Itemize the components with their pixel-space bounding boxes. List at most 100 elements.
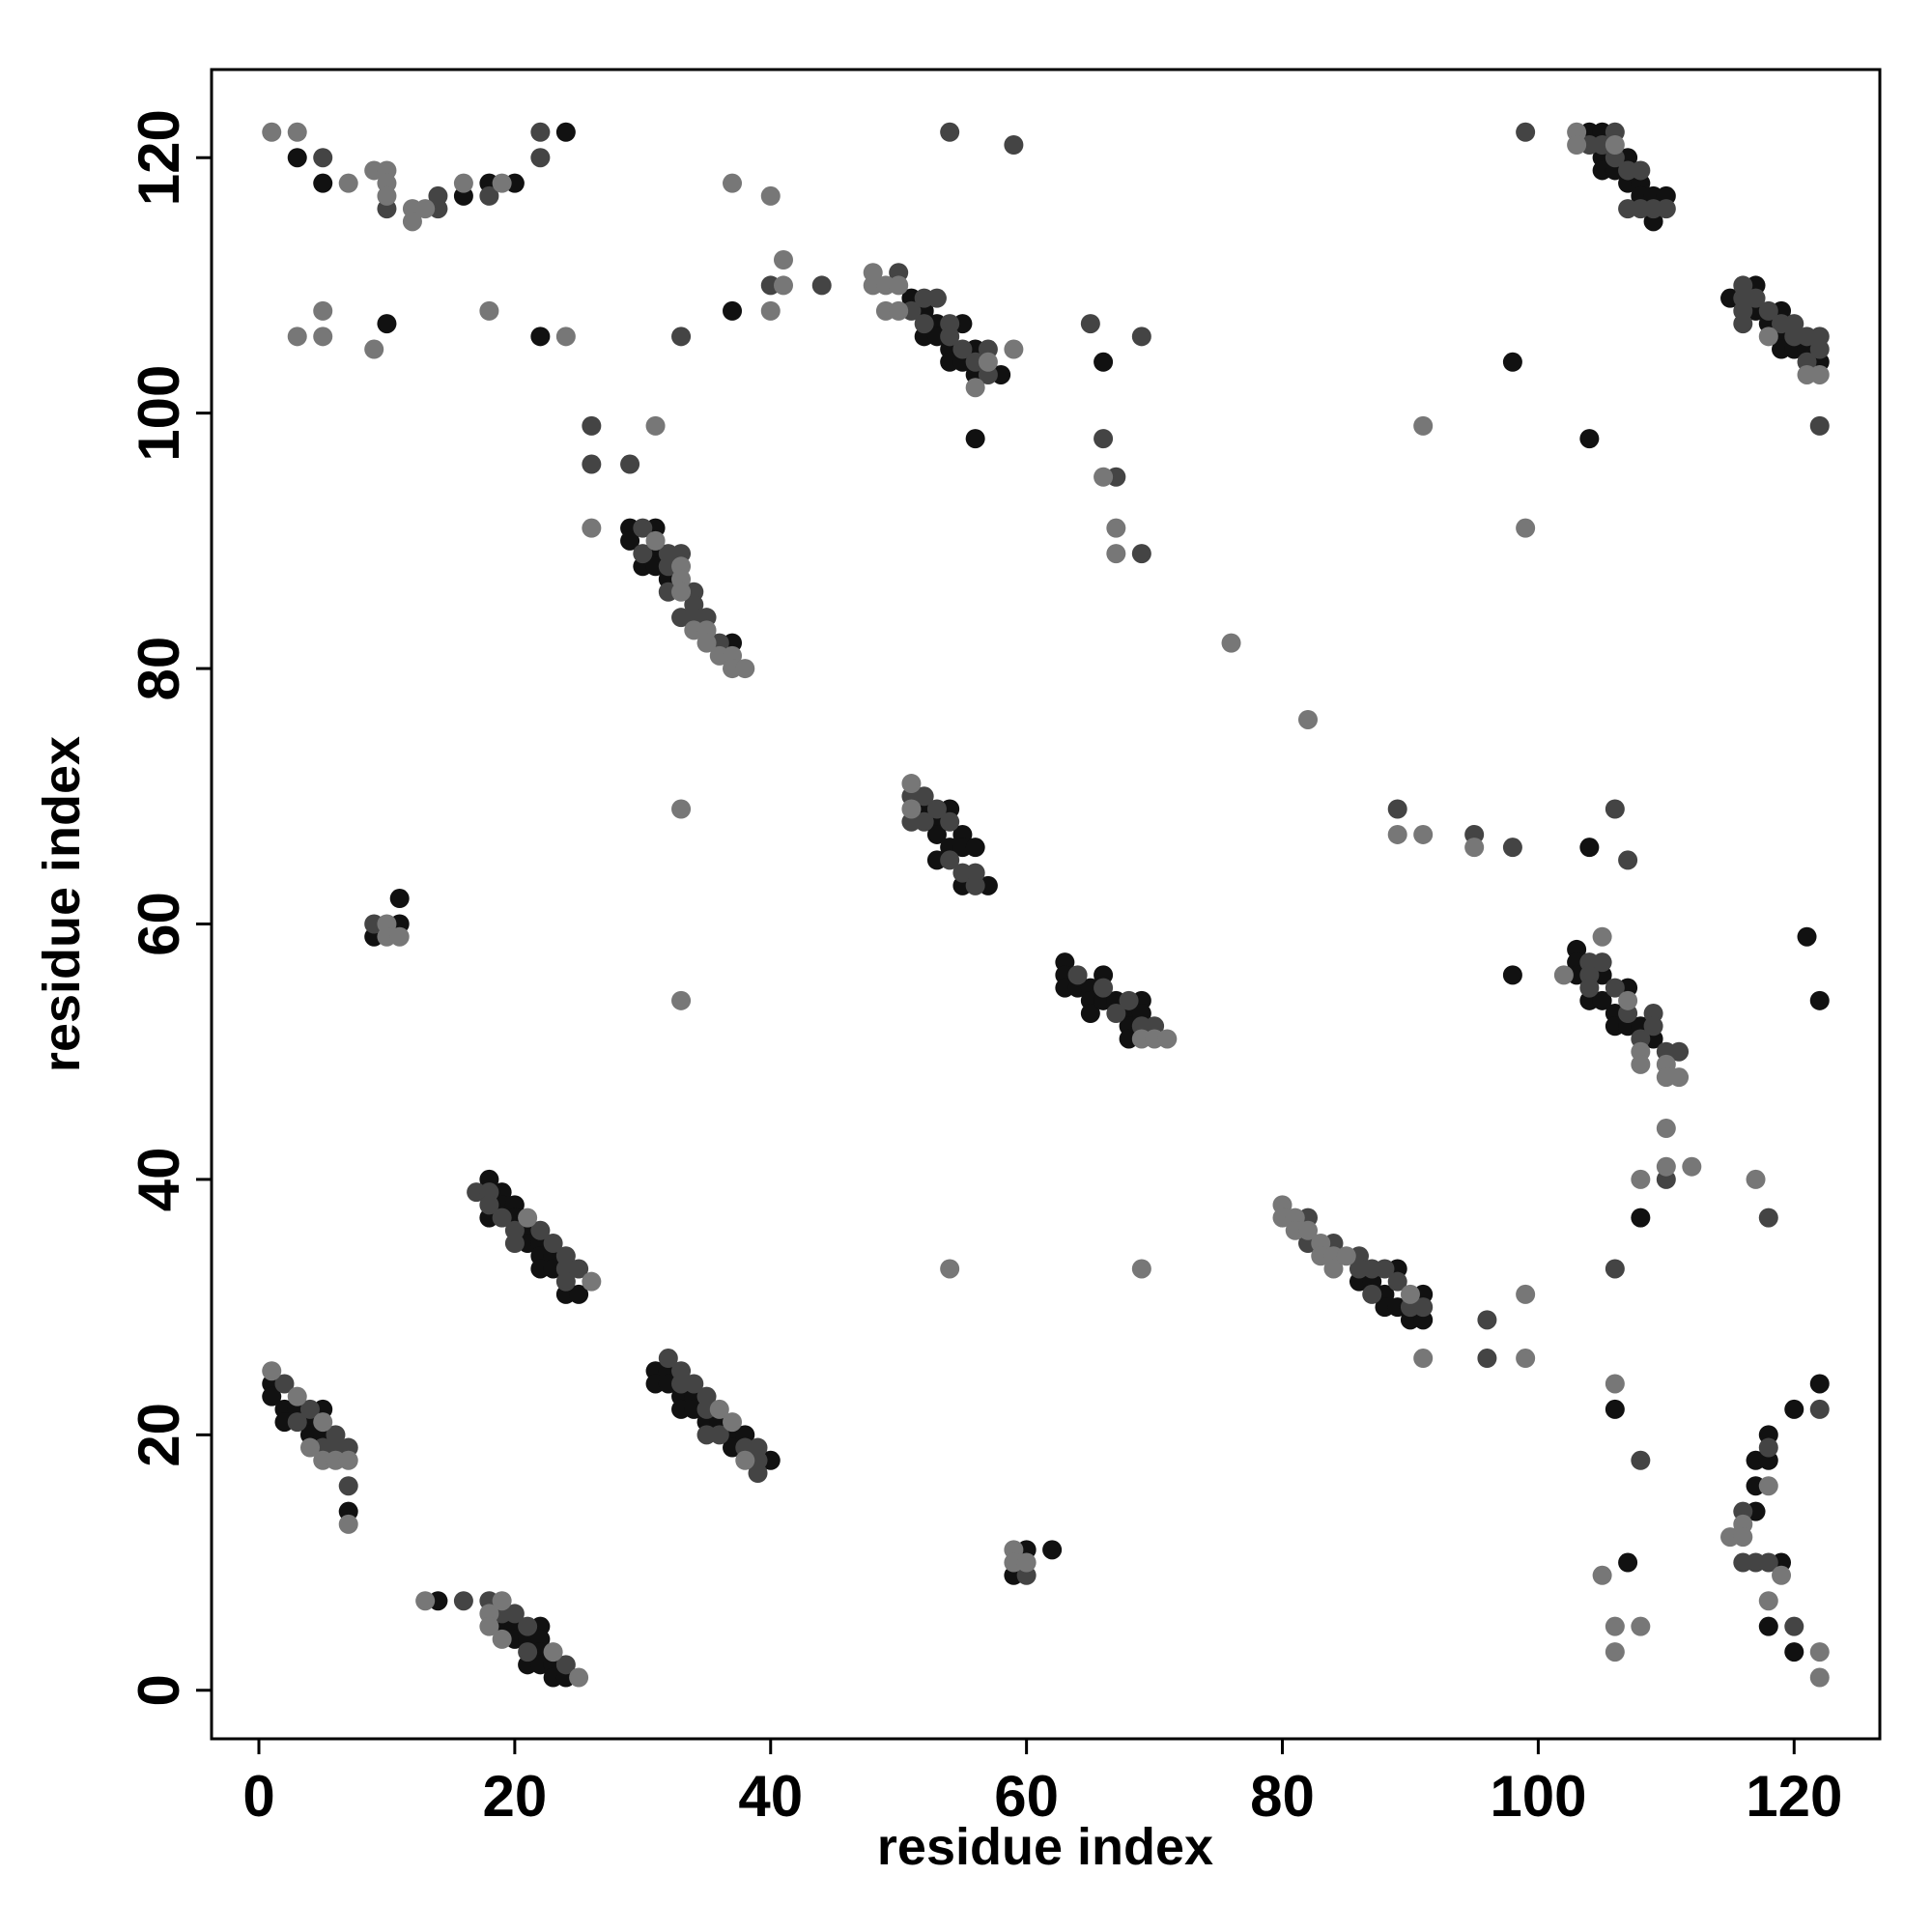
point — [1464, 838, 1485, 858]
point — [723, 300, 743, 321]
point — [1758, 1208, 1778, 1228]
point — [709, 1425, 729, 1445]
point — [479, 185, 499, 206]
y-tick-label: 80 — [127, 637, 191, 701]
point — [1631, 160, 1651, 181]
point — [940, 811, 960, 832]
point — [530, 1220, 551, 1240]
point — [1375, 1259, 1395, 1279]
point — [1809, 364, 1830, 384]
point — [262, 1386, 282, 1406]
point — [1758, 1437, 1778, 1458]
point — [492, 1591, 512, 1611]
point — [889, 275, 909, 296]
point — [1809, 1399, 1830, 1419]
point — [555, 122, 576, 142]
point — [338, 1514, 358, 1534]
point — [504, 1234, 525, 1254]
point — [1567, 135, 1587, 156]
point — [1605, 1642, 1625, 1662]
point — [313, 148, 333, 168]
point — [569, 1284, 589, 1304]
point — [1362, 1284, 1382, 1304]
point — [1682, 1156, 1702, 1177]
point — [1516, 1349, 1536, 1369]
point — [582, 518, 602, 538]
point — [530, 148, 551, 168]
point — [1579, 978, 1600, 998]
point — [760, 300, 781, 321]
point — [1784, 1616, 1804, 1636]
point — [1502, 965, 1522, 985]
point — [1106, 1004, 1126, 1024]
point — [1016, 1552, 1037, 1573]
point — [1094, 467, 1114, 487]
point — [1387, 799, 1407, 819]
x-tick-label: 60 — [994, 1764, 1059, 1829]
point — [760, 185, 781, 206]
point — [1809, 339, 1830, 359]
point — [1669, 1067, 1690, 1088]
point — [1784, 1642, 1804, 1662]
plot-frame — [210, 68, 1882, 1741]
point — [1387, 824, 1407, 844]
point — [1004, 339, 1024, 359]
point — [633, 518, 653, 538]
point — [582, 454, 602, 474]
point — [415, 1591, 436, 1611]
point — [389, 926, 410, 947]
point — [1605, 1259, 1625, 1279]
point — [952, 339, 973, 359]
point — [735, 659, 755, 679]
point — [926, 824, 947, 844]
point — [940, 1259, 960, 1279]
point — [1131, 544, 1151, 564]
point — [965, 838, 985, 858]
point — [299, 1437, 320, 1458]
point — [1809, 990, 1830, 1010]
point — [543, 1234, 563, 1254]
point — [1592, 926, 1612, 947]
x-tick-label: 40 — [738, 1764, 803, 1829]
point — [914, 786, 934, 807]
point — [555, 327, 576, 347]
point — [1413, 1297, 1434, 1318]
x-tick-label: 80 — [1250, 1764, 1315, 1829]
point — [287, 1386, 307, 1406]
point — [658, 1349, 678, 1369]
point — [1809, 1374, 1830, 1394]
point — [287, 1412, 307, 1433]
point — [1042, 1540, 1063, 1560]
point — [1106, 518, 1126, 538]
point — [1106, 544, 1126, 564]
point — [1643, 1016, 1663, 1037]
point — [1080, 1004, 1100, 1024]
point — [645, 530, 666, 551]
point — [1618, 990, 1638, 1010]
point — [1631, 1054, 1651, 1074]
point — [262, 1361, 282, 1381]
y-axis-label: residue index — [33, 736, 91, 1072]
point — [338, 1450, 358, 1470]
point — [1067, 965, 1088, 985]
point — [1656, 1119, 1676, 1139]
point — [1733, 1527, 1753, 1548]
point — [338, 1476, 358, 1496]
point — [1605, 1374, 1625, 1394]
point — [1605, 1399, 1625, 1419]
point — [1323, 1259, 1344, 1279]
point — [518, 1208, 538, 1228]
point — [671, 990, 692, 1010]
point — [543, 1642, 563, 1662]
point — [1758, 1552, 1778, 1573]
point — [1631, 1169, 1651, 1189]
point — [1656, 199, 1676, 219]
point — [313, 300, 333, 321]
point — [287, 327, 307, 347]
point — [1516, 518, 1536, 538]
point — [940, 327, 960, 347]
point — [889, 300, 909, 321]
point — [1502, 838, 1522, 858]
point — [620, 454, 640, 474]
